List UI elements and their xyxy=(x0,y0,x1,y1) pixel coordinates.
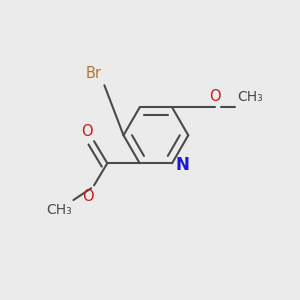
Text: O: O xyxy=(82,189,94,204)
Text: O: O xyxy=(209,89,220,104)
Text: CH₃: CH₃ xyxy=(46,203,72,217)
Text: O: O xyxy=(81,124,93,139)
Text: CH₃: CH₃ xyxy=(237,90,262,104)
Text: N: N xyxy=(176,156,190,174)
Text: Br: Br xyxy=(86,66,102,81)
